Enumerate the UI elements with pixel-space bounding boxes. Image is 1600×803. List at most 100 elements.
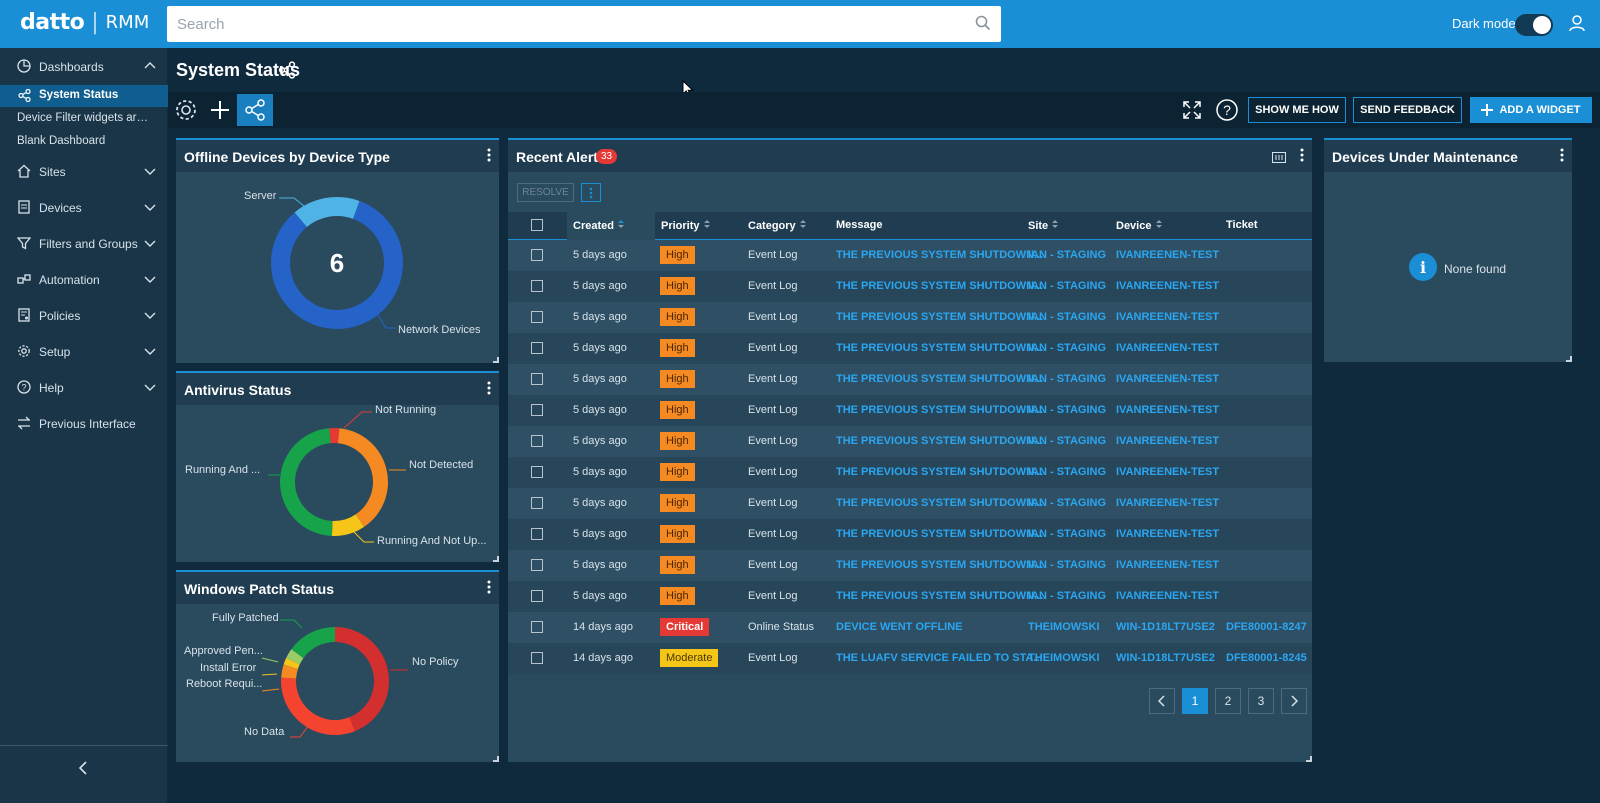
cell-device-link[interactable]: IVANREENEN-TEST: [1116, 404, 1220, 416]
cell-message-link[interactable]: THE PREVIOUS SYSTEM SHUTDOWN...: [836, 435, 1044, 447]
kebab-menu-icon[interactable]: [487, 381, 491, 400]
donut-slice[interactable]: [337, 428, 388, 527]
cell-device-link[interactable]: IVANREENEN-TEST: [1116, 497, 1220, 509]
cell-device-link[interactable]: IVANREENEN-TEST: [1116, 342, 1220, 354]
cell-site-link[interactable]: IAN - STAGING: [1028, 435, 1107, 447]
sidebar-item-automation[interactable]: Automation: [0, 264, 168, 294]
sidebar-item-sites[interactable]: Sites: [0, 156, 168, 186]
table-row[interactable]: 5 days ago High Event Log THE PREVIOUS SYST…: [508, 240, 1312, 271]
resize-handle[interactable]: [493, 357, 499, 363]
table-row[interactable]: 5 days ago High Event Log THE PREVIOUS SYST…: [508, 457, 1312, 488]
cell-ticket-link[interactable]: DFE80001-8245: [1226, 652, 1307, 664]
donut-slice[interactable]: [329, 428, 340, 444]
collapse-sidebar-icon[interactable]: [76, 761, 90, 780]
search-input[interactable]: [167, 6, 967, 42]
cell-message-link[interactable]: THE PREVIOUS SYSTEM SHUTDOWN...: [836, 404, 1044, 416]
table-row[interactable]: 5 days ago High Event Log THE PREVIOUS SYST…: [508, 426, 1312, 457]
cell-message-link[interactable]: THE PREVIOUS SYSTEM SHUTDOWN...: [836, 311, 1044, 323]
kebab-menu-icon[interactable]: [1300, 148, 1304, 167]
donut-slice[interactable]: [271, 200, 403, 329]
donut-slice[interactable]: [279, 428, 333, 536]
sidebar-item-policies[interactable]: Policies: [0, 300, 168, 330]
bulk-actions-menu-icon[interactable]: [581, 183, 601, 202]
donut-slice[interactable]: [283, 658, 300, 669]
column-header-category[interactable]: Category: [748, 219, 807, 232]
cell-device-link[interactable]: WIN-1D18LT7USE2: [1116, 621, 1215, 633]
help-icon[interactable]: ?: [1209, 94, 1245, 126]
settings-gear-icon[interactable]: [168, 94, 204, 126]
cell-site-link[interactable]: THEIMOWSKI: [1028, 652, 1100, 664]
cell-device-link[interactable]: WIN-1D18LT7USE2: [1116, 652, 1215, 664]
kebab-menu-icon[interactable]: [487, 148, 491, 167]
dark-mode-toggle[interactable]: [1515, 14, 1553, 36]
donut-slice[interactable]: [281, 664, 298, 679]
cell-message-link[interactable]: THE PREVIOUS SYSTEM SHUTDOWN...: [836, 280, 1044, 292]
send-feedback-button[interactable]: SEND FEEDBACK: [1353, 97, 1462, 123]
datto-rmm-logo[interactable]: datto | RMM: [20, 10, 149, 35]
cell-site-link[interactable]: IAN - STAGING: [1028, 249, 1107, 261]
resize-handle[interactable]: [1306, 756, 1312, 762]
resolve-button[interactable]: RESOLVE: [517, 183, 574, 202]
cell-message-link[interactable]: THE PREVIOUS SYSTEM SHUTDOWN...: [836, 249, 1044, 261]
cell-site-link[interactable]: IAN - STAGING: [1028, 497, 1107, 509]
table-row[interactable]: 5 days ago High Event Log THE PREVIOUS SYST…: [508, 519, 1312, 550]
cell-message-link[interactable]: THE PREVIOUS SYSTEM SHUTDOWN...: [836, 559, 1044, 571]
cell-device-link[interactable]: IVANREENEN-TEST: [1116, 311, 1220, 323]
previous-page-button[interactable]: [1149, 688, 1175, 714]
column-header-created[interactable]: Created: [573, 219, 625, 232]
sidebar-item-dashboards[interactable]: Dashboards: [0, 51, 168, 81]
cell-site-link[interactable]: IAN - STAGING: [1028, 280, 1107, 292]
cell-device-link[interactable]: IVANREENEN-TEST: [1116, 559, 1220, 571]
sidebar-item-device-filter-widgets[interactable]: Device Filter widgets are ...: [0, 108, 168, 130]
cell-site-link[interactable]: IAN - STAGING: [1028, 342, 1107, 354]
page-button-2[interactable]: 2: [1215, 688, 1241, 714]
resize-handle[interactable]: [493, 756, 499, 762]
sidebar-item-filters-and-groups[interactable]: Filters and Groups: [0, 228, 168, 258]
table-row[interactable]: 5 days ago High Event Log THE PREVIOUS SYST…: [508, 581, 1312, 612]
cell-site-link[interactable]: THEIMOWSKI: [1028, 621, 1100, 633]
column-header-priority[interactable]: Priority: [661, 219, 711, 232]
table-row[interactable]: 5 days ago High Event Log THE PREVIOUS SYST…: [508, 550, 1312, 581]
kebab-menu-icon[interactable]: [487, 580, 491, 599]
sidebar-item-blank-dashboard[interactable]: Blank Dashboard: [0, 131, 168, 153]
cell-device-link[interactable]: IVANREENEN-TEST: [1116, 528, 1220, 540]
row-checkbox[interactable]: [531, 466, 543, 478]
kebab-menu-icon[interactable]: [1560, 148, 1564, 167]
cell-site-link[interactable]: IAN - STAGING: [1028, 466, 1107, 478]
next-page-button[interactable]: [1281, 688, 1307, 714]
fullscreen-icon[interactable]: [1174, 94, 1210, 126]
sidebar-item-help[interactable]: ? Help: [0, 372, 168, 402]
sidebar-item-devices[interactable]: Devices: [0, 192, 168, 222]
donut-slice[interactable]: [291, 627, 335, 659]
row-checkbox[interactable]: [531, 342, 543, 354]
cell-site-link[interactable]: IAN - STAGING: [1028, 559, 1107, 571]
cell-site-link[interactable]: IAN - STAGING: [1028, 373, 1107, 385]
table-row[interactable]: 5 days ago High Event Log THE PREVIOUS SYST…: [508, 302, 1312, 333]
cell-device-link[interactable]: IVANREENEN-TEST: [1116, 435, 1220, 447]
row-checkbox[interactable]: [531, 249, 543, 261]
column-settings-icon[interactable]: [1272, 150, 1286, 168]
show-me-how-button[interactable]: SHOW ME HOW: [1248, 97, 1346, 123]
cell-message-link[interactable]: THE LUAFV SERVICE FAILED TO STA...: [836, 652, 1043, 664]
cell-message-link[interactable]: DEVICE WENT OFFLINE: [836, 621, 963, 633]
table-row[interactable]: 5 days ago High Event Log THE PREVIOUS SYST…: [508, 395, 1312, 426]
row-checkbox[interactable]: [531, 311, 543, 323]
select-all-checkbox[interactable]: [531, 219, 543, 231]
row-checkbox[interactable]: [531, 373, 543, 385]
sidebar-item-previous-interface[interactable]: Previous Interface: [0, 408, 168, 438]
donut-slice[interactable]: [294, 197, 360, 227]
row-checkbox[interactable]: [531, 559, 543, 571]
share-icon[interactable]: [278, 61, 296, 84]
cell-site-link[interactable]: IAN - STAGING: [1028, 590, 1107, 602]
sidebar-item-system-status[interactable]: System Status: [0, 85, 168, 107]
row-checkbox[interactable]: [531, 621, 543, 633]
cell-site-link[interactable]: IAN - STAGING: [1028, 404, 1107, 416]
add-widget-button[interactable]: ADD A WIDGET: [1470, 97, 1592, 123]
sidebar-item-setup[interactable]: Setup: [0, 336, 168, 366]
table-row[interactable]: 5 days ago High Event Log THE PREVIOUS SYST…: [508, 488, 1312, 519]
cell-message-link[interactable]: THE PREVIOUS SYSTEM SHUTDOWN...: [836, 497, 1044, 509]
table-row[interactable]: 14 days ago Moderate Event Log THE LUAFV SE…: [508, 643, 1312, 674]
row-checkbox[interactable]: [531, 435, 543, 447]
row-checkbox[interactable]: [531, 590, 543, 602]
share-dashboard-icon[interactable]: [237, 94, 273, 126]
